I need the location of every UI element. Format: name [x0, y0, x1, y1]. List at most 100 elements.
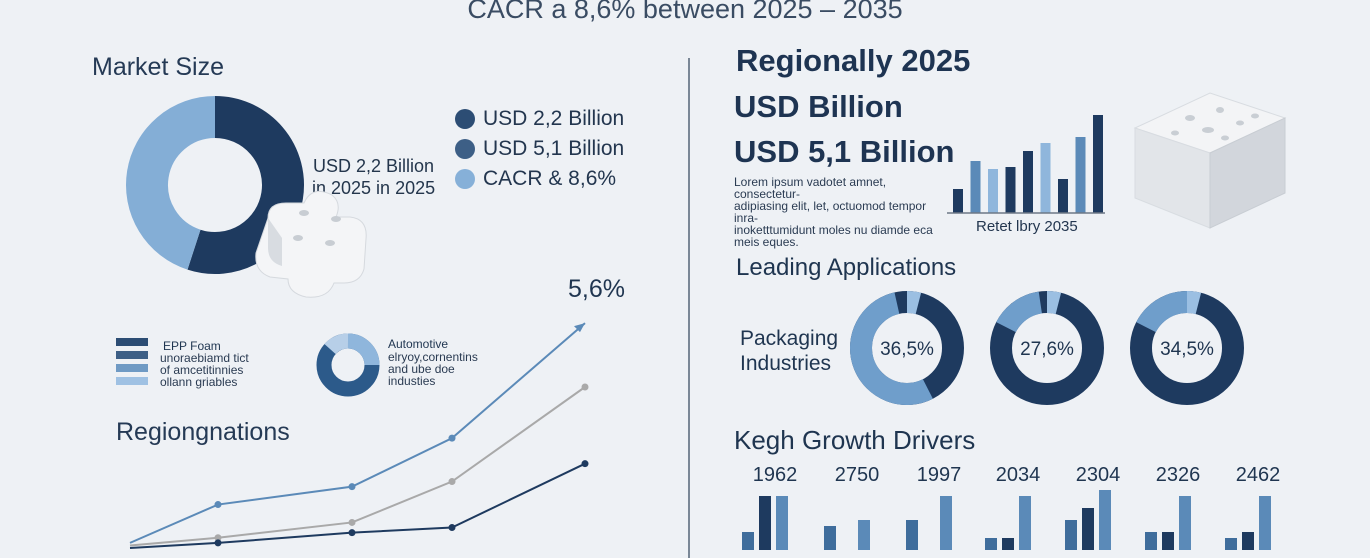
bar	[1225, 538, 1237, 550]
bar	[985, 538, 997, 550]
series-line	[129, 462, 586, 549]
applications-label-line2: Industries	[740, 352, 832, 375]
series-point	[448, 524, 456, 532]
donut-caption-line2: in 2025 in 2025	[312, 178, 436, 198]
bar	[759, 496, 771, 550]
bar	[776, 496, 788, 550]
series-point	[214, 534, 222, 542]
legend-dot	[455, 109, 475, 129]
bar	[1058, 179, 1068, 213]
year-label: 2304	[1076, 464, 1121, 486]
year-label: 2462	[1236, 464, 1281, 486]
growth-label: 5,6%	[568, 275, 625, 303]
year-label: 2750	[835, 464, 880, 486]
legend-item: USD 2,2 Billion	[455, 104, 624, 134]
epp-text: unoraebiamd tict of amcetitinnies ollann…	[160, 352, 249, 388]
bar	[1082, 508, 1094, 550]
series-point	[448, 434, 456, 442]
arrow-head	[574, 323, 585, 333]
automotive-text: elryoy,cornentins and ube doe industies	[388, 351, 478, 387]
automotive-line: and ube doe	[388, 362, 455, 376]
bar	[1093, 115, 1103, 213]
regions-line-chart	[129, 322, 589, 549]
legend-item: USD 5,1 Billion	[455, 134, 624, 164]
automotive-line: elryoy,cornentins	[388, 350, 478, 364]
bar	[1065, 520, 1077, 550]
bar	[1019, 496, 1031, 550]
bar	[1023, 151, 1033, 213]
bar	[824, 526, 836, 550]
epp-line: ollann griables	[160, 375, 238, 389]
epp-swatches	[116, 338, 148, 385]
legend-dot	[455, 139, 475, 159]
swatch	[116, 377, 148, 385]
series-point	[348, 529, 356, 537]
bar	[1179, 496, 1191, 550]
donut-slice	[996, 291, 1043, 333]
series-point	[581, 383, 589, 391]
bar	[1002, 538, 1014, 550]
epp-line: unoraebiamd tict	[160, 351, 249, 365]
donut-slice	[850, 292, 933, 405]
donut-caption-line1: USD 2,2 Billion	[313, 156, 435, 176]
donut-value-label: 27,6%	[1020, 339, 1074, 360]
bar	[940, 496, 952, 550]
applications-title: Leading Applications	[736, 254, 957, 281]
applications-label-line1: Packaging	[740, 327, 839, 350]
year-label: 2034	[996, 464, 1041, 486]
legend-item: CACR & 8,6%	[455, 164, 624, 194]
donut-slice	[126, 96, 216, 270]
year-label: 2326	[1156, 464, 1201, 486]
series-line	[129, 386, 586, 547]
bar	[953, 189, 963, 213]
legend-label: CACR & 8,6%	[483, 167, 617, 190]
donut-value-label: 34,5%	[1160, 339, 1214, 360]
series-point	[348, 483, 356, 491]
year-label: 1962	[753, 464, 798, 486]
swatch	[116, 364, 148, 372]
donut-slice	[1186, 291, 1202, 315]
series-point	[581, 460, 589, 468]
bar	[1242, 532, 1254, 550]
epp-line: of amcetitinnies	[160, 363, 244, 377]
bar	[1099, 490, 1111, 550]
page-subtitle: CACR a 8,6% between 2025 – 2035	[467, 0, 903, 24]
market-legend: USD 2,2 Billion USD 5,1 Billion CACR & 8…	[455, 104, 624, 194]
donut-value-label: 36,5%	[880, 339, 934, 360]
bar	[988, 169, 998, 213]
market-size-title: Market Size	[92, 53, 224, 81]
automotive-line: industies	[388, 374, 436, 388]
bar	[742, 532, 754, 550]
bar	[906, 520, 918, 550]
bar	[1259, 496, 1271, 550]
bar	[1075, 137, 1086, 213]
lorem-line: inoketttumidunt moles nu diamde eca	[734, 223, 933, 237]
drivers-title: Kegh Growth Drivers	[734, 425, 976, 455]
lorem-line: Lorem ipsum vadotet amnet, consectetur-	[734, 175, 887, 201]
legend-label: USD 2,2 Billion	[483, 107, 625, 130]
vertical-divider	[688, 58, 690, 558]
lorem-line: meis eques.	[734, 235, 799, 249]
automotive-title: Automotive	[388, 337, 449, 351]
donut-slice	[1136, 291, 1193, 333]
series-point	[214, 539, 222, 547]
bar	[970, 161, 981, 213]
donut-slice	[906, 291, 922, 315]
bar	[1040, 143, 1051, 213]
market-donut-chart	[126, 96, 304, 274]
donut-caption: USD 2,2 Billion in 2025 in 2025	[312, 155, 435, 199]
legend-dot	[455, 169, 475, 189]
drivers-bar-chart: 1962 2750 1997 2034 2304 2326 2462	[742, 464, 1281, 550]
bar-caption: Retet lbry 2035	[976, 218, 1078, 235]
regional-bar-chart	[947, 115, 1105, 214]
lorem-line: adipiasing elit, let, octuomod tempor in…	[734, 199, 927, 225]
regional-lorem: Lorem ipsum vadotet amnet, consectetur- …	[734, 176, 944, 248]
series-point	[214, 501, 222, 509]
automotive-donut	[316, 333, 380, 397]
epp-title: EPP Foam	[163, 339, 221, 353]
legend-label: USD 5,1 Billion	[483, 137, 625, 160]
bar	[858, 520, 870, 550]
series-point	[348, 518, 356, 526]
regions-title: Regiongnations	[116, 418, 290, 446]
bar	[1162, 532, 1174, 550]
